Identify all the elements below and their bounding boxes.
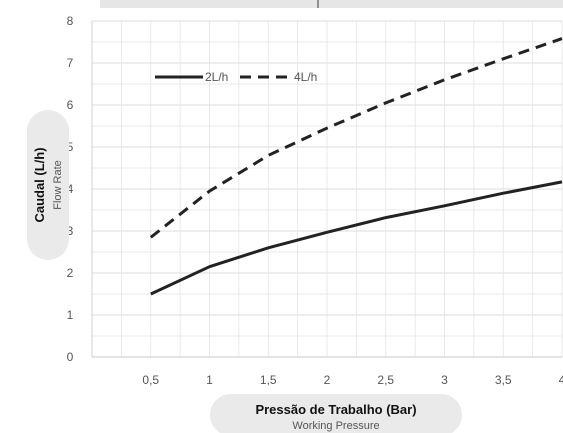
- y-tick-label: 8: [67, 14, 74, 28]
- grid: [91, 20, 563, 358]
- y-axis-label-pill: [27, 110, 69, 260]
- x-axis-label-pill: [210, 394, 462, 433]
- y-tick-label: 1: [67, 308, 74, 322]
- x-tick-label: 1: [206, 373, 213, 387]
- y-axis-title: Caudal (L/h): [32, 147, 47, 222]
- x-tick-label: 3: [441, 373, 448, 387]
- legend-label-2lh: 2L/h: [205, 70, 228, 84]
- top-bar: [100, 0, 563, 8]
- x-tick-label: 4: [559, 373, 563, 387]
- y-tick-label: 0: [67, 350, 74, 364]
- x-tick-label: 1,5: [260, 373, 277, 387]
- series-lines: [149, 37, 563, 296]
- legend-label-4lh: 4L/h: [294, 70, 317, 84]
- x-axis-subtitle: Working Pressure: [292, 420, 379, 432]
- y-tick-label: 5: [67, 140, 74, 154]
- y-tick-label: 7: [67, 56, 74, 70]
- legend: 2L/h 4L/h: [155, 70, 317, 84]
- x-tick-label: 0,5: [142, 373, 159, 387]
- series-line-4lh: [149, 37, 563, 239]
- x-tick-label: 3,5: [495, 373, 512, 387]
- y-tick-label: 3: [67, 224, 74, 238]
- x-axis-label: Pressão de Trabalho (Bar) Working Pressu…: [210, 394, 462, 433]
- y-tick-label: 4: [67, 182, 74, 196]
- x-tick-label: 2: [324, 373, 331, 387]
- y-tick-label: 6: [67, 98, 74, 112]
- y-tick-label: 2: [67, 266, 74, 280]
- y-tick-labels: 0 1 2 3 4 5 6 7 8: [67, 14, 74, 364]
- y-axis-label: Caudal (L/h) Flow Rate: [27, 110, 69, 260]
- x-tick-labels: 0,5 1 1,5 2 2,5 3 3,5 4: [142, 373, 563, 387]
- y-axis-subtitle: Flow Rate: [52, 160, 64, 210]
- x-axis-title: Pressão de Trabalho (Bar): [255, 402, 416, 417]
- x-tick-label: 2,5: [377, 373, 394, 387]
- series-line-2lh: [150, 180, 563, 296]
